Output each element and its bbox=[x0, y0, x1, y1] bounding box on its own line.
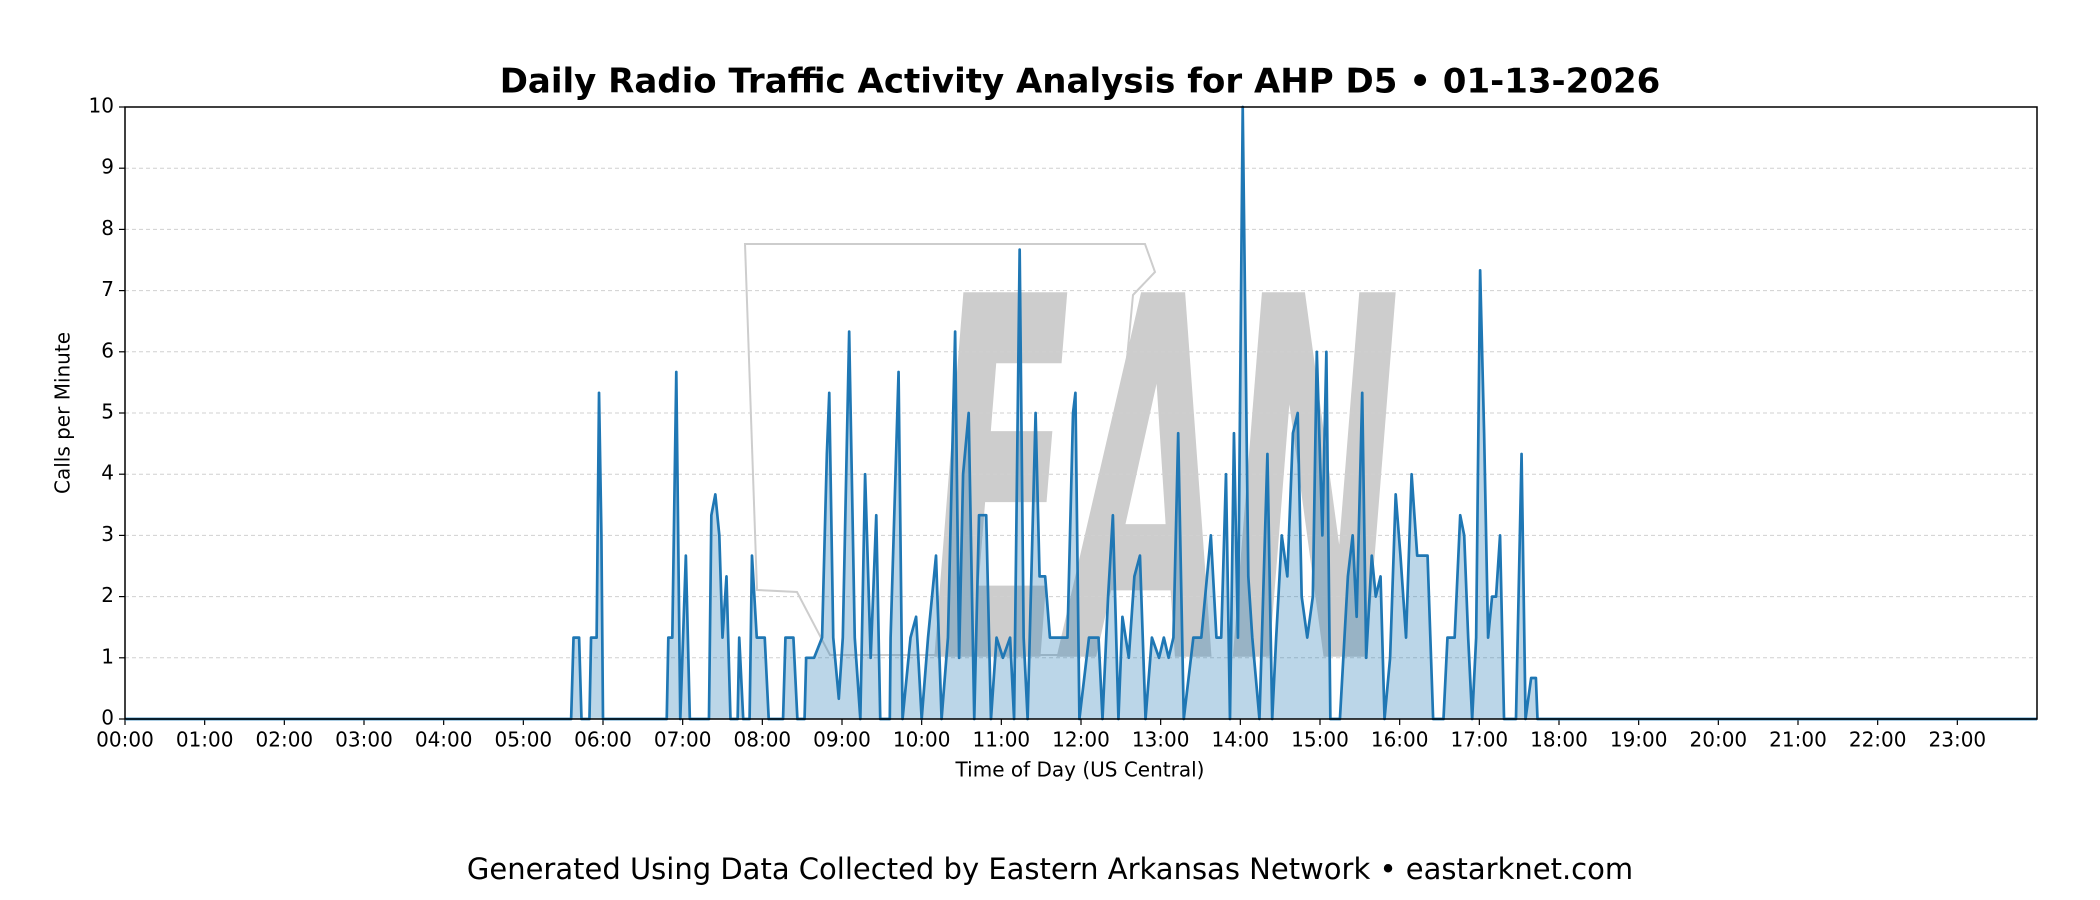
y-axis-label: Calls per Minute bbox=[51, 332, 75, 494]
x-tick-label: 12:00 bbox=[1052, 728, 1110, 752]
footer: Generated Using Data Collected by Easter… bbox=[467, 852, 1633, 886]
y-tick-label: 7 bbox=[101, 277, 114, 301]
x-tick-label: 06:00 bbox=[574, 728, 632, 752]
x-tick-label: 08:00 bbox=[734, 728, 792, 752]
chart-title: Daily Radio Traffic Activity Analysis fo… bbox=[500, 62, 1661, 102]
x-tick-label: 23:00 bbox=[1929, 728, 1987, 752]
x-tick-label: 16:00 bbox=[1371, 728, 1429, 752]
x-tick-label: 22:00 bbox=[1849, 728, 1907, 752]
x-tick-label: 07:00 bbox=[654, 728, 712, 752]
y-tick-label: 10 bbox=[89, 94, 114, 118]
x-tick-label: 05:00 bbox=[495, 728, 553, 752]
y-tick-label: 1 bbox=[101, 644, 114, 668]
x-tick-label: 09:00 bbox=[813, 728, 871, 752]
line bbox=[125, 105, 2037, 721]
x-tick-label: 14:00 bbox=[1212, 728, 1270, 752]
y-tick-label: 8 bbox=[101, 216, 114, 240]
y-tick-label: 3 bbox=[101, 522, 114, 546]
x-tick-label: 18:00 bbox=[1530, 728, 1588, 752]
x-tick-label: 02:00 bbox=[256, 728, 314, 752]
y-tick-label: 5 bbox=[101, 400, 114, 424]
x-tick-label: 10:00 bbox=[893, 728, 951, 752]
x-tick-label: 21:00 bbox=[1769, 728, 1827, 752]
x-tick-label: 15:00 bbox=[1291, 728, 1349, 752]
plot-frame bbox=[124, 106, 2038, 720]
x-tick-label: 01:00 bbox=[176, 728, 234, 752]
x-tick-label: 11:00 bbox=[973, 728, 1031, 752]
y-tick-label: 6 bbox=[101, 338, 114, 362]
x-tick-label: 13:00 bbox=[1132, 728, 1190, 752]
y-tick-label: 4 bbox=[101, 461, 114, 485]
x-tick-label: 00:00 bbox=[96, 728, 154, 752]
state-outline bbox=[743, 243, 1157, 656]
x-axis-label: Time of Day (US Central) bbox=[955, 758, 1205, 782]
x-tick-label: 17:00 bbox=[1451, 728, 1509, 752]
x-tick-label: 20:00 bbox=[1690, 728, 1748, 752]
x-tick-label: 19:00 bbox=[1610, 728, 1668, 752]
y-tick-label: 2 bbox=[101, 583, 114, 607]
y-tick-label: 0 bbox=[101, 706, 114, 730]
x-tick-label: 04:00 bbox=[415, 728, 473, 752]
y-tick-label: 9 bbox=[101, 155, 114, 179]
x-tick-label: 03:00 bbox=[335, 728, 393, 752]
